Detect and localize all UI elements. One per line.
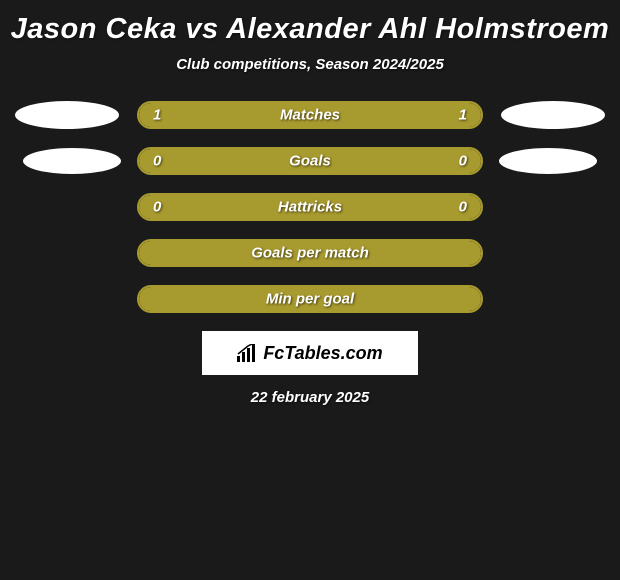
stat-bar: Min per goal <box>137 285 483 313</box>
bar-fill-right <box>310 149 481 173</box>
stat-row: 0Hattricks0 <box>0 193 620 221</box>
player-avatar-right <box>501 101 605 129</box>
stat-row: Min per goal <box>0 285 620 313</box>
stat-value-right: 1 <box>459 107 467 124</box>
logo-box[interactable]: FcTables.com <box>202 331 418 375</box>
stat-value-right: 0 <box>459 153 467 170</box>
stat-row: Goals per match <box>0 239 620 267</box>
bar-fill-left <box>139 195 310 219</box>
stat-row: 1Matches1 <box>0 101 620 129</box>
logo: FcTables.com <box>237 343 382 364</box>
stat-bar: 0Goals0 <box>137 147 483 175</box>
logo-text: FcTables.com <box>263 343 382 364</box>
stat-value-left: 1 <box>153 107 161 124</box>
stat-value-left: 0 <box>153 153 161 170</box>
player-avatar-right <box>499 148 597 174</box>
bar-fill-left <box>139 241 310 265</box>
player-avatar-left <box>15 101 119 129</box>
player-avatar-left <box>23 148 121 174</box>
stat-row: 0Goals0 <box>0 147 620 175</box>
stat-value-right: 0 <box>459 199 467 216</box>
stat-bar: 1Matches1 <box>137 101 483 129</box>
bar-fill-left <box>139 149 310 173</box>
page-title: Jason Ceka vs Alexander Ahl Holmstroem <box>0 5 620 56</box>
bar-fill-right <box>310 287 481 311</box>
bar-fill-right <box>310 241 481 265</box>
comparison-widget: Jason Ceka vs Alexander Ahl Holmstroem C… <box>0 0 620 406</box>
subtitle: Club competitions, Season 2024/2025 <box>0 56 620 73</box>
stat-value-left: 0 <box>153 199 161 216</box>
stats-area: 1Matches1 0Goals0 0Hattricks0 Goals per mat… <box>0 101 620 313</box>
chart-icon <box>237 344 259 362</box>
date: 22 february 2025 <box>0 389 620 406</box>
bar-fill-left <box>139 287 310 311</box>
bar-fill-right <box>310 103 481 127</box>
bar-fill-right <box>310 195 481 219</box>
stat-bar: 0Hattricks0 <box>137 193 483 221</box>
bar-fill-left <box>139 103 310 127</box>
stat-bar: Goals per match <box>137 239 483 267</box>
